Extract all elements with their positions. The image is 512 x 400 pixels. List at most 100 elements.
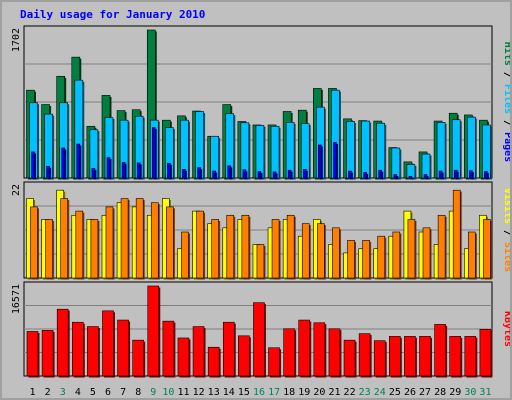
sites-bar: [392, 231, 401, 279]
sites-bar: [362, 240, 370, 279]
sites-bar: [45, 219, 53, 279]
pages-bar: [91, 168, 96, 179]
kbytes-bar: [41, 330, 54, 377]
files-bar: [451, 119, 461, 179]
kbytes-bar: [283, 328, 295, 377]
sites-bar: [317, 223, 325, 279]
day-label: 27: [419, 387, 431, 398]
pages-bar: [151, 127, 156, 179]
files-bar: [346, 121, 355, 179]
day-label: 25: [389, 387, 401, 398]
files-bar: [391, 147, 401, 179]
pages-bar: [46, 165, 50, 179]
sites-bar: [422, 227, 431, 279]
day-label: 5: [90, 387, 96, 398]
pages-bar: [302, 169, 307, 179]
files-bar: [482, 124, 491, 179]
kbytes-bar: [464, 336, 477, 377]
legend-hits-files-pages: Hits / Files / Pages: [502, 42, 512, 162]
kbytes-bar: [162, 320, 175, 377]
pages-bar: [318, 144, 322, 179]
pages-bar: [257, 171, 262, 179]
legend-hits: Hits: [502, 42, 512, 66]
sites-bar: [437, 214, 446, 279]
pages-bar: [121, 162, 126, 179]
day-label: 14: [223, 387, 235, 398]
ymax-label-2: 22: [11, 184, 22, 196]
files-bar: [270, 125, 280, 179]
sites-bar: [468, 231, 476, 279]
day-label: 30: [464, 387, 476, 398]
sites-bar: [452, 189, 461, 279]
sites-bar: [196, 210, 204, 279]
day-label: 29: [449, 387, 461, 398]
pages-bar: [363, 172, 367, 179]
files-bar: [361, 120, 370, 179]
day-label: 2: [45, 387, 51, 398]
kbytes-bar: [71, 321, 84, 377]
day-label: 12: [193, 387, 205, 398]
sites-bar: [211, 219, 219, 279]
pages-bar: [348, 170, 352, 179]
day-label: 23: [359, 387, 371, 398]
pages-bar: [106, 157, 111, 179]
files-bar: [255, 125, 265, 179]
sites-bar: [150, 202, 159, 279]
kbytes-bar: [358, 333, 371, 377]
pages-bar: [76, 143, 81, 179]
day-label: 28: [434, 387, 446, 398]
pages-bar: [197, 167, 201, 179]
files-bar: [467, 116, 476, 179]
pages-bar: [333, 142, 337, 179]
pages-bar: [167, 162, 171, 179]
kbytes-bar: [434, 324, 446, 377]
day-label: 21: [328, 387, 340, 398]
pages-bar: [212, 170, 216, 179]
pages-bar: [408, 175, 413, 179]
sites-bar: [75, 210, 84, 279]
pages-bar: [423, 174, 428, 179]
legend-pages: Pages: [502, 132, 512, 162]
kbytes-bar: [373, 340, 386, 377]
ymax-label-1: 1702: [11, 28, 22, 52]
kbytes-bar: [268, 347, 280, 377]
sites-bar: [60, 198, 68, 279]
pages-bar: [31, 151, 35, 179]
kbytes-bar: [207, 346, 220, 377]
sites-bar: [135, 198, 144, 279]
sites-bar: [30, 206, 38, 279]
day-label: 6: [105, 387, 111, 398]
day-label: 22: [344, 387, 356, 398]
kbytes-bar: [328, 328, 341, 377]
pages-bar: [136, 162, 141, 179]
sites-bar: [241, 214, 250, 279]
day-label: 3: [60, 387, 66, 398]
day-label: 8: [135, 387, 141, 398]
sites-bar: [105, 206, 114, 279]
kbytes-bar: [117, 319, 129, 377]
chart-title: Daily usage for January 2010: [20, 8, 206, 21]
kbytes-bar: [389, 336, 401, 377]
day-label: 4: [75, 387, 81, 398]
day-label: 26: [404, 387, 416, 398]
kbytes-bar: [87, 326, 99, 377]
day-label: 15: [238, 387, 250, 398]
legend-kbytes: KBytes: [502, 311, 512, 347]
sites-bar: [90, 219, 99, 279]
kbytes-bar: [479, 328, 492, 377]
legend-separator: /: [502, 224, 512, 242]
pages-bar: [242, 169, 247, 179]
pages-bar: [227, 165, 232, 179]
kbytes-bar: [102, 310, 114, 377]
legend-separator: /: [502, 114, 512, 132]
legend-visits-sites: Visits / Sites: [502, 188, 512, 272]
kbytes-bar: [298, 319, 311, 377]
kbytes-bar: [404, 336, 416, 377]
kbytes-bar: [313, 322, 326, 377]
pages-bar: [469, 170, 473, 179]
day-label: 18: [283, 387, 295, 398]
pages-bar: [61, 147, 65, 179]
legend-separator: /: [502, 66, 512, 84]
